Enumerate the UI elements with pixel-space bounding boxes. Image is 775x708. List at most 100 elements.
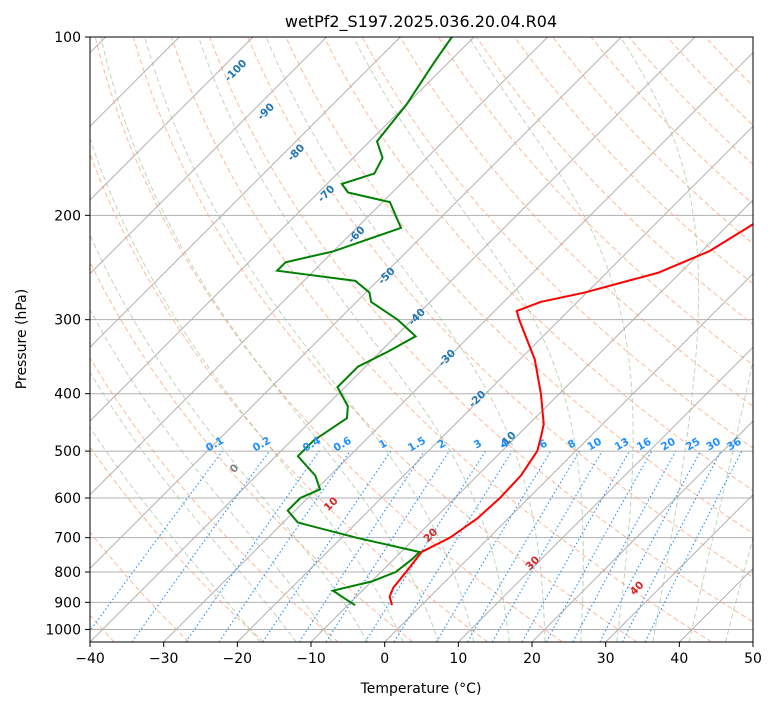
dry-adiabat-line — [590, 37, 753, 205]
dry-adiabat-line — [476, 37, 753, 325]
moist-adiabat-line — [353, 37, 584, 642]
moist-adiabat-label: -50 — [376, 265, 398, 287]
moist-adiabat-label: -90 — [255, 101, 277, 123]
mixing-ratio-line — [621, 450, 722, 642]
mixing-ratio-line — [325, 450, 450, 642]
isotherm-line — [90, 37, 696, 642]
dry-adiabat-label: 40 — [628, 579, 647, 598]
dry-adiabat-line — [285, 37, 753, 535]
moist-adiabat-label: -70 — [316, 183, 338, 205]
isotherm-line — [457, 346, 753, 642]
isotherm-line — [678, 567, 753, 642]
dry-adiabat-line — [438, 37, 753, 366]
isotherm-line — [384, 272, 753, 642]
mixing-ratio-line — [599, 450, 702, 642]
dewpoint-line — [274, 37, 453, 607]
y-tick-label: 200 — [54, 208, 81, 224]
dry-adiabat-line — [399, 37, 753, 407]
x-tick-label: 20 — [523, 651, 541, 667]
mixing-ratio-line — [218, 450, 351, 642]
y-tick-label: 100 — [54, 30, 81, 46]
x-tick-label: 30 — [597, 651, 615, 667]
moist-adiabat-label: -80 — [285, 142, 307, 164]
mixing-ratio-line — [545, 450, 653, 642]
mixing-ratio-label: 6 — [537, 437, 549, 451]
mixing-ratio-line — [572, 450, 677, 642]
plot-background-lines — [90, 37, 753, 642]
moist-adiabat-line — [265, 37, 546, 642]
x-tick-label: −10 — [296, 651, 326, 667]
moist-adiabat-line — [688, 358, 753, 642]
y-tick-label: 900 — [54, 595, 81, 611]
dry-adiabat-line — [323, 37, 753, 491]
moist-adiabat-line — [144, 37, 475, 642]
dry-adiabat-line — [704, 37, 753, 87]
moist-adiabat-label: -100 — [222, 57, 249, 84]
x-tick-label: −20 — [223, 651, 253, 667]
x-tick-label: 10 — [449, 651, 467, 667]
moist-adiabat-label: -40 — [406, 306, 428, 328]
dry-adiabat-line — [666, 37, 753, 126]
isotherm-line — [90, 37, 328, 275]
chart-title: wetPf2_S197.2025.036.20.04.R04 — [285, 12, 557, 32]
moist-adiabat-label: -60 — [346, 224, 368, 246]
isotherm-line — [605, 493, 753, 642]
isotherm-line — [163, 51, 753, 642]
dry-adiabat-line — [209, 37, 753, 623]
x-tick-label: 0 — [380, 651, 389, 667]
mixing-ratio-line — [131, 450, 270, 642]
x-axis-label: Temperature (°C) — [360, 681, 482, 697]
dry-adiabat-line — [171, 37, 713, 642]
y-tick-label: 500 — [54, 444, 81, 460]
profile-lines — [274, 37, 753, 607]
y-tick-label: 400 — [54, 387, 81, 403]
axes: −40 −30 −20 −10 0 10 20 30 40 5010020030040050060… — [45, 30, 762, 667]
moist-adiabat-line — [100, 37, 439, 642]
y-tick-label: 600 — [54, 491, 81, 507]
moist-adiabat-line — [198, 37, 510, 642]
plot-frame — [89, 36, 754, 643]
mixing-ratio-line — [644, 450, 743, 642]
dry-adiabat-line — [90, 446, 264, 642]
moist-adiabat-line — [90, 426, 261, 642]
x-tick-label: 50 — [744, 651, 762, 667]
isotherm-line — [90, 37, 254, 201]
y-tick-label: 1000 — [45, 622, 81, 638]
y-tick-label: 300 — [54, 313, 81, 329]
mixing-ratio-line — [435, 450, 552, 642]
isotherm-line — [90, 37, 475, 422]
dry-adiabat-line — [90, 260, 414, 642]
dry-adiabat-line — [247, 37, 753, 578]
mixing-ratio-line — [262, 450, 392, 642]
moist-adiabat-line — [620, 37, 700, 642]
y-tick-label: 800 — [54, 565, 81, 581]
dry-adiabat-line — [90, 356, 339, 642]
dry-adiabat-line — [361, 37, 753, 449]
moist-adiabat-line — [90, 233, 369, 642]
mixing-ratio-label: 3 — [472, 437, 484, 451]
dry-adiabat-line — [90, 531, 190, 642]
x-tick-label: −40 — [75, 651, 105, 667]
dry-adiabat-label: 30 — [523, 554, 542, 573]
mixing-ratio-label: 1 — [377, 437, 389, 451]
moist-adiabat-line — [468, 37, 634, 642]
mixing-ratio-line — [393, 450, 513, 642]
x-tick-label: −30 — [149, 651, 179, 667]
isotherm-line — [90, 37, 549, 496]
dry-adiabat-label: 0 — [228, 462, 242, 476]
mixing-ratio-line — [521, 450, 630, 642]
dry-adiabat-line — [628, 37, 753, 166]
isotherm-line — [90, 37, 622, 570]
isotherm-line — [531, 420, 753, 642]
y-axis-label: Pressure (hPa) — [14, 289, 30, 389]
y-tick-label: 700 — [54, 531, 81, 547]
mixing-ratio-line — [90, 450, 223, 632]
moist-adiabat-line — [90, 136, 404, 642]
moist-adiabat-label: -20 — [467, 388, 489, 410]
dry-adiabat-line — [514, 37, 753, 285]
isotherm-line — [90, 37, 401, 349]
dry-adiabat-line — [552, 37, 753, 245]
mixing-ratio-line — [185, 450, 320, 642]
moist-adiabat-line — [725, 536, 753, 642]
